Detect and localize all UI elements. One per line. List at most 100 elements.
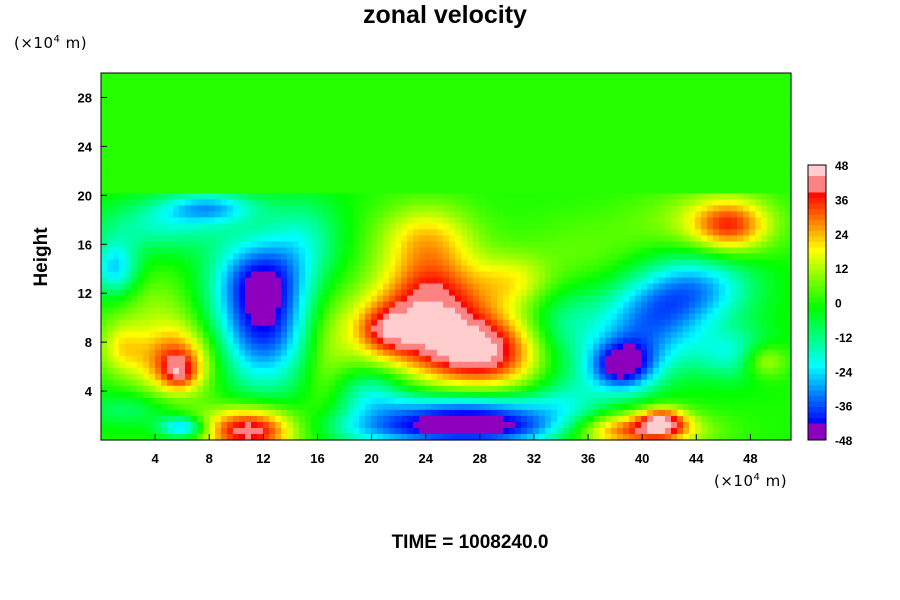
heatmap-cell	[203, 235, 210, 243]
heatmap-cell	[755, 271, 762, 279]
heatmap-cell	[119, 187, 126, 194]
heatmap-cell	[281, 247, 288, 255]
heatmap-cell	[263, 145, 270, 152]
heatmap-cell	[479, 109, 486, 116]
heatmap-cell	[533, 73, 540, 80]
heatmap-cell	[197, 97, 204, 104]
heatmap-cell	[773, 313, 780, 321]
heatmap-cell	[593, 157, 600, 164]
heatmap-cell	[551, 235, 558, 243]
heatmap-cell	[347, 85, 354, 92]
heatmap-cell	[635, 133, 642, 140]
heatmap-cell	[269, 205, 276, 212]
heatmap-cell	[701, 289, 708, 297]
heatmap-cell	[509, 109, 516, 116]
heatmap-cell	[407, 211, 414, 218]
heatmap-cell	[521, 91, 528, 98]
heatmap-cell	[359, 163, 366, 170]
heatmap-cell	[161, 259, 168, 267]
heatmap-cell	[311, 139, 318, 146]
heatmap-cell	[737, 259, 744, 267]
heatmap-cell	[377, 127, 384, 134]
heatmap-cell	[113, 331, 120, 339]
heatmap-cell	[611, 295, 618, 303]
heatmap-cell	[251, 181, 258, 188]
heatmap-cell	[635, 169, 642, 176]
heatmap-cell	[305, 277, 312, 285]
heatmap-cell	[407, 73, 414, 80]
heatmap-cell	[713, 277, 720, 285]
heatmap-cell	[491, 115, 498, 122]
heatmap-cell	[431, 271, 438, 279]
heatmap-cell	[383, 247, 390, 255]
heatmap-cell	[509, 205, 516, 212]
heatmap-cell	[743, 157, 750, 164]
heatmap-cell	[575, 301, 582, 309]
heatmap-cell	[395, 205, 402, 212]
heatmap-cell	[371, 109, 378, 116]
heatmap-cell	[743, 193, 750, 200]
heatmap-cell	[707, 253, 714, 261]
heatmap-cell	[659, 205, 666, 212]
heatmap-cell	[611, 325, 618, 333]
heatmap-cell	[749, 145, 756, 152]
heatmap-cell	[389, 325, 396, 333]
heatmap-cell	[587, 157, 594, 164]
heatmap-cell	[359, 187, 366, 194]
heatmap-cell	[239, 193, 246, 200]
heatmap-cell	[377, 91, 384, 98]
heatmap-cell	[347, 241, 354, 249]
heatmap-cell	[461, 73, 468, 80]
heatmap-cell	[701, 229, 708, 237]
heatmap-cell	[755, 193, 762, 200]
heatmap-cell	[545, 193, 552, 200]
heatmap-cell	[371, 211, 378, 218]
heatmap-cell	[215, 157, 222, 164]
heatmap-cell	[689, 199, 696, 206]
heatmap-cell	[539, 289, 546, 297]
heatmap-cell	[119, 127, 126, 134]
heatmap-cell	[641, 277, 648, 285]
heatmap-cell	[263, 193, 270, 200]
heatmap-cell	[353, 73, 360, 80]
heatmap-cell	[227, 91, 234, 98]
heatmap-cell	[155, 79, 162, 86]
heatmap-cell	[353, 163, 360, 170]
heatmap-cell	[587, 241, 594, 249]
heatmap-cell	[599, 235, 606, 243]
heatmap-cell	[701, 157, 708, 164]
heatmap-cell	[623, 181, 630, 188]
heatmap-cell	[581, 163, 588, 170]
heatmap-cell	[533, 85, 540, 92]
heatmap-cell	[239, 115, 246, 122]
heatmap-cell	[485, 163, 492, 170]
heatmap-cell	[509, 271, 516, 279]
heatmap-cell	[599, 145, 606, 152]
heatmap-cell	[701, 313, 708, 321]
heatmap-cell	[173, 265, 180, 273]
heatmap-cell	[191, 175, 198, 182]
heatmap-cell	[473, 241, 480, 249]
heatmap-cell	[185, 319, 192, 327]
heatmap-cell	[611, 235, 618, 243]
heatmap-cell	[449, 307, 456, 315]
heatmap-cell	[683, 289, 690, 297]
heatmap-cell	[329, 175, 336, 182]
heatmap-cell	[665, 97, 672, 104]
heatmap-cell	[743, 229, 750, 237]
heatmap-cell	[677, 85, 684, 92]
heatmap-cell	[671, 199, 678, 206]
heatmap-cell	[179, 151, 186, 158]
heatmap-cell	[779, 187, 786, 194]
heatmap-cell	[191, 271, 198, 279]
heatmap-cell	[773, 121, 780, 128]
heatmap-cell	[683, 301, 690, 309]
heatmap-cell	[305, 85, 312, 92]
heatmap-cell	[761, 73, 768, 80]
heatmap-cell	[467, 109, 474, 116]
heatmap-cell	[689, 247, 696, 255]
heatmap-cell	[773, 193, 780, 200]
heatmap-cell	[119, 247, 126, 255]
heatmap-cell	[695, 97, 702, 104]
heatmap-cell	[713, 121, 720, 128]
